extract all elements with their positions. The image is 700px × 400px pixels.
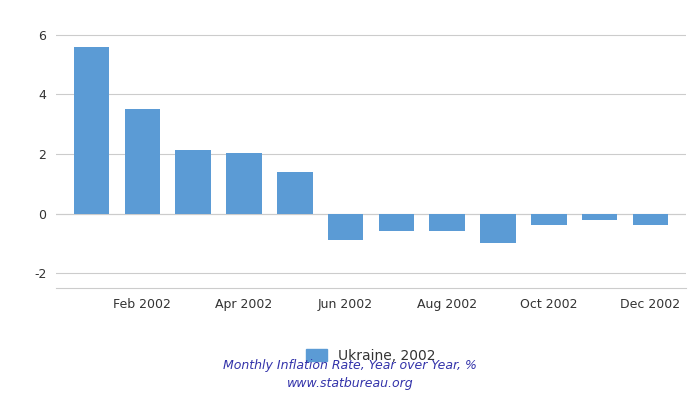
Bar: [429, 214, 465, 232]
Bar: [328, 214, 363, 240]
Bar: [633, 214, 668, 226]
Bar: [125, 109, 160, 214]
Bar: [277, 172, 313, 214]
Bar: [226, 152, 262, 214]
Bar: [74, 47, 109, 214]
Bar: [582, 214, 617, 220]
Bar: [531, 214, 566, 226]
Bar: [480, 214, 516, 243]
Bar: [379, 214, 414, 232]
Bar: [176, 150, 211, 214]
Text: www.statbureau.org: www.statbureau.org: [287, 378, 413, 390]
Text: Monthly Inflation Rate, Year over Year, %: Monthly Inflation Rate, Year over Year, …: [223, 360, 477, 372]
Legend: Ukraine, 2002: Ukraine, 2002: [301, 343, 441, 368]
